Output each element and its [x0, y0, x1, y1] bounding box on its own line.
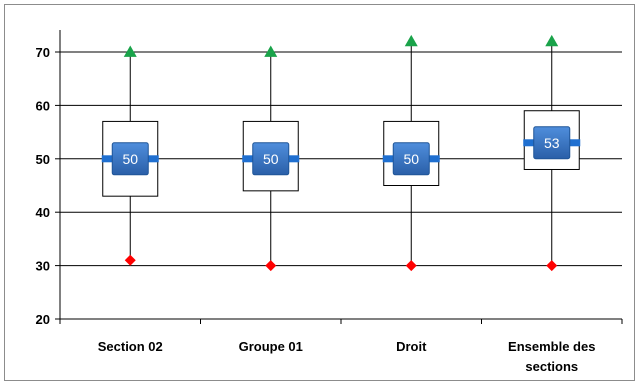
labels: Section 02 Groupe 01 Droit Ensemble des sect… — [98, 339, 596, 374]
category-label-1: Groupe 01 — [239, 339, 303, 354]
category-label-3-1: sections — [525, 359, 578, 374]
min-marker-3 — [546, 260, 558, 272]
y-tick-label-60: 60 — [36, 98, 50, 113]
y-tick-label-30: 30 — [36, 259, 50, 274]
min-marker-0 — [124, 254, 136, 266]
median-box-0 — [111, 142, 149, 176]
boxes: 50 50 50 53 — [101, 34, 581, 272]
y-tick-label-70: 70 — [36, 45, 50, 60]
median-label-2: 50 — [403, 151, 419, 167]
median-box-1 — [252, 142, 290, 176]
median-label-1: 50 — [263, 151, 279, 167]
y-tick-label-50: 50 — [36, 152, 50, 167]
median-box-2 — [392, 142, 430, 176]
max-marker-3 — [545, 34, 559, 47]
y-tick-label-40: 40 — [36, 205, 50, 220]
min-marker-2 — [405, 260, 417, 272]
median-label-3: 53 — [544, 135, 560, 151]
median-box-3 — [533, 126, 571, 160]
min-marker-1 — [265, 260, 277, 272]
max-marker-1 — [264, 45, 278, 57]
category-label-0: Section 02 — [98, 339, 163, 354]
axes: 20 30 40 50 60 70 — [36, 30, 623, 327]
max-marker-2 — [404, 34, 418, 47]
max-marker-0 — [123, 45, 137, 57]
y-tick-label-20: 20 — [36, 312, 50, 327]
median-label-0: 50 — [122, 151, 138, 167]
category-label-2: Droit — [396, 339, 427, 354]
category-label-3-0: Ensemble des — [508, 339, 595, 354]
